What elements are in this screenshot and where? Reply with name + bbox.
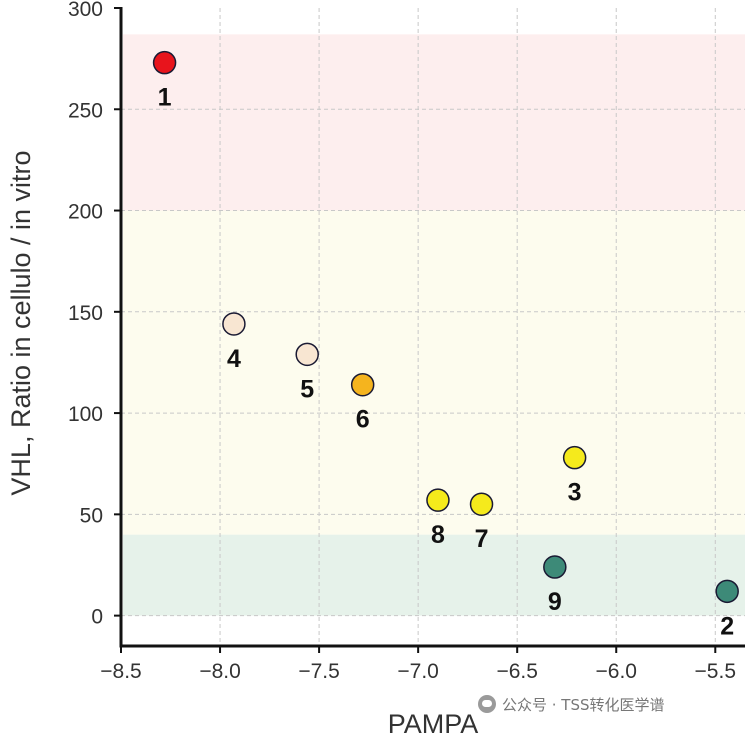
- point-label-5: 5: [300, 375, 314, 403]
- x-tick-label: −5.5: [695, 660, 736, 683]
- grid-layer: [121, 8, 745, 646]
- y-tick-label: 200: [68, 201, 103, 224]
- point-label-2: 2: [720, 612, 734, 640]
- x-tick-label: −6.0: [596, 660, 637, 683]
- x-axis-label: PAMPA: [388, 709, 479, 739]
- data-point-7: [469, 492, 494, 516]
- data-point-9: [543, 555, 567, 579]
- y-tick-label: 300: [68, 0, 103, 21]
- ticks-layer: −8.5 −8.0 −7.5 −7.0 −6.5 −6.0 −5.5 0 50 100 150 200…: [68, 0, 736, 683]
- data-point-8: [426, 488, 450, 512]
- y-tick-label: 50: [80, 504, 103, 527]
- y-tick-label: 150: [68, 302, 103, 325]
- point-label-1: 1: [158, 84, 172, 112]
- data-point-3: [562, 445, 587, 470]
- bands-layer: [123, 34, 745, 616]
- axes-layer: [119, 7, 745, 648]
- band-1: [123, 210, 745, 535]
- wechat-icon: [478, 695, 496, 713]
- point-label-4: 4: [227, 345, 241, 373]
- y-tick-label: 250: [68, 99, 103, 122]
- y-tick-label: 0: [91, 606, 103, 629]
- x-tick-label: −7.0: [397, 660, 438, 683]
- y-tick-label: 100: [68, 403, 103, 426]
- point-label-8: 8: [431, 521, 445, 549]
- x-tick-label: −6.5: [496, 660, 537, 683]
- data-point-4: [222, 312, 246, 336]
- point-label-7: 7: [475, 525, 489, 553]
- points-layer: 1 2 3 4 5 6 7 8 9: [152, 50, 739, 640]
- band-0: [123, 534, 745, 616]
- watermark: 公众号 · TSS转化医学谱: [478, 694, 665, 715]
- band-2: [123, 34, 745, 211]
- point-label-6: 6: [356, 406, 370, 434]
- watermark-text: 公众号 · TSS转化医学谱: [502, 696, 665, 714]
- data-point-5: [295, 342, 319, 367]
- y-axis-label: VHL, Ratio in cellulo / in vitro: [6, 150, 36, 495]
- x-tick-label: −8.0: [199, 660, 240, 683]
- point-label-9: 9: [548, 588, 562, 616]
- data-point-6: [350, 372, 375, 397]
- x-tick-label: −7.5: [298, 660, 339, 683]
- data-point-1: [152, 50, 177, 75]
- data-point-2: [715, 579, 739, 604]
- point-label-3: 3: [568, 479, 582, 507]
- x-tick-label: −8.5: [100, 660, 141, 683]
